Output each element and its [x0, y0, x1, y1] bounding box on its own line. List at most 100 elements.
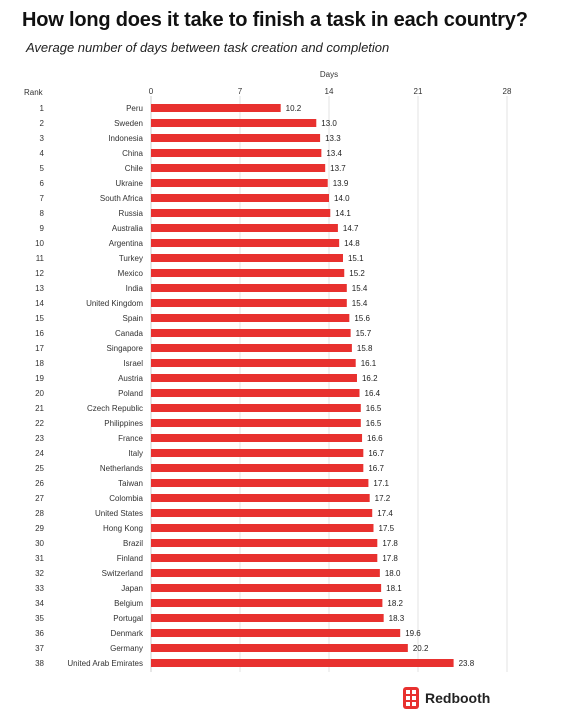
value-label: 13.9 — [333, 179, 349, 188]
country-label: China — [122, 149, 143, 158]
value-label: 16.1 — [361, 359, 377, 368]
rank-label: 37 — [35, 644, 44, 653]
bar — [151, 299, 347, 307]
country-label: Peru — [126, 104, 143, 113]
bar-row: 36 Denmark 19.6 — [35, 629, 421, 638]
country-label: United Kingdom — [86, 299, 143, 308]
rank-label: 27 — [35, 494, 44, 503]
country-label: Turkey — [119, 254, 143, 263]
rank-label: 1 — [40, 104, 45, 113]
rank-label: 28 — [35, 509, 44, 518]
bar — [151, 434, 363, 442]
bar-row: 35 Portugal 18.3 — [35, 614, 405, 623]
bar — [151, 464, 364, 472]
bar — [151, 614, 384, 622]
country-label: Netherlands — [100, 464, 143, 473]
value-label: 15.6 — [354, 314, 370, 323]
rank-label: 29 — [35, 524, 44, 533]
bar-row: 4 China 13.4 — [40, 149, 342, 158]
bar-chart: Days Rank 0 7 14 21 28 1 Peru 10.2 2 Sweden 13.0 3 In… — [24, 70, 512, 672]
bar — [151, 194, 329, 202]
value-label: 15.2 — [349, 269, 365, 278]
rank-header: Rank — [24, 88, 44, 97]
bar-row: 34 Belgium 18.2 — [35, 599, 404, 608]
rank-label: 14 — [35, 299, 44, 308]
rank-label: 21 — [35, 404, 44, 413]
x-axis-title: Days — [320, 70, 338, 79]
bar — [151, 659, 454, 667]
rank-label: 32 — [35, 569, 44, 578]
bar — [151, 599, 383, 607]
x-tick-label: 28 — [503, 87, 512, 96]
value-label: 17.2 — [375, 494, 391, 503]
x-tick-label: 0 — [149, 87, 154, 96]
bar — [151, 329, 351, 337]
bar — [151, 269, 345, 277]
rank-label: 16 — [35, 329, 44, 338]
bar-row: 21 Czech Republic 16.5 — [35, 404, 382, 413]
bar — [151, 494, 370, 502]
bar — [151, 374, 357, 382]
bar — [151, 569, 380, 577]
value-label: 15.1 — [348, 254, 364, 263]
value-label: 14.0 — [334, 194, 350, 203]
value-label: 17.8 — [382, 554, 398, 563]
country-label: Finland — [117, 554, 143, 563]
bar-row: 15 Spain 15.6 — [35, 314, 370, 323]
value-label: 17.4 — [377, 509, 393, 518]
rank-label: 24 — [35, 449, 44, 458]
bar — [151, 524, 374, 532]
country-label: Mexico — [118, 269, 144, 278]
country-label: Singapore — [107, 344, 144, 353]
country-label: Czech Republic — [87, 404, 143, 413]
rank-label: 10 — [35, 239, 44, 248]
value-label: 14.1 — [335, 209, 351, 218]
country-label: Colombia — [109, 494, 143, 503]
bar — [151, 644, 408, 652]
country-label: United Arab Emirates — [67, 659, 143, 668]
bar — [151, 239, 340, 247]
country-label: Sweden — [114, 119, 143, 128]
country-label: Brazil — [123, 539, 143, 548]
bar-row: 3 Indonesia 13.3 — [40, 134, 341, 143]
country-label: Japan — [121, 584, 143, 593]
country-label: Austria — [118, 374, 143, 383]
axis-layer: Days Rank 0 7 14 21 28 — [24, 70, 512, 97]
bar-row: 13 India 15.4 — [35, 284, 368, 293]
rank-label: 11 — [36, 254, 45, 263]
rank-label: 26 — [35, 479, 44, 488]
value-label: 10.2 — [286, 104, 302, 113]
rank-label: 35 — [35, 614, 44, 623]
value-label: 20.2 — [413, 644, 429, 653]
value-label: 16.7 — [368, 464, 384, 473]
rank-label: 8 — [40, 209, 45, 218]
bar-row: 26 Taiwan 17.1 — [35, 479, 390, 488]
rank-label: 38 — [35, 659, 44, 668]
value-label: 16.5 — [366, 419, 382, 428]
country-label: Germany — [110, 644, 143, 653]
rank-label: 6 — [40, 179, 45, 188]
country-label: Chile — [125, 164, 144, 173]
country-label: Hong Kong — [103, 524, 143, 533]
country-label: South Africa — [100, 194, 144, 203]
value-label: 13.3 — [325, 134, 341, 143]
bar — [151, 119, 317, 127]
country-label: Russia — [119, 209, 144, 218]
bar-row: 1 Peru 10.2 — [40, 104, 302, 113]
country-label: Taiwan — [118, 479, 143, 488]
bar-row: 2 Sweden 13.0 — [40, 119, 337, 128]
country-label: Denmark — [111, 629, 144, 638]
bar — [151, 149, 322, 157]
bar-row: 10 Argentina 14.8 — [35, 239, 360, 248]
value-label: 19.6 — [405, 629, 421, 638]
bar-row: 20 Poland 16.4 — [35, 389, 381, 398]
brand-name: Redbooth — [425, 690, 491, 706]
value-label: 13.4 — [326, 149, 342, 158]
bar-row: 8 Russia 14.1 — [40, 209, 351, 218]
rank-label: 2 — [40, 119, 45, 128]
bar — [151, 449, 364, 457]
rank-label: 5 — [40, 164, 45, 173]
country-label: United States — [95, 509, 143, 518]
bar — [151, 629, 401, 637]
rank-label: 36 — [35, 629, 44, 638]
